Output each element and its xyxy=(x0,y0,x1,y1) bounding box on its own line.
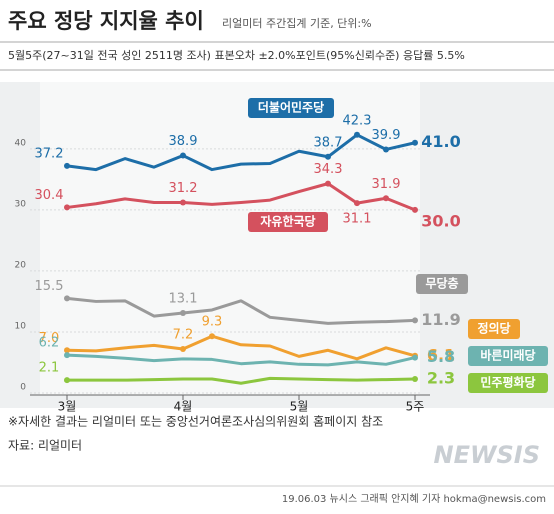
marker xyxy=(412,317,418,324)
y-tick-label: 0 xyxy=(20,383,26,393)
value-label: 13.1 xyxy=(169,292,198,307)
marker xyxy=(64,377,70,384)
y-tick-label: 10 xyxy=(15,321,27,331)
legend-box xyxy=(468,319,520,339)
line xyxy=(66,334,416,361)
y-tick-label: 20 xyxy=(15,260,27,270)
line xyxy=(66,353,416,367)
value-label: 38.9 xyxy=(169,134,198,149)
marker xyxy=(180,199,186,206)
legend-label: 바른미래당 xyxy=(480,348,535,363)
value-label: 31.2 xyxy=(169,181,198,196)
marker xyxy=(412,206,418,213)
description: 5월5주(27~31일 전국 성인 2511명 조사) 표본오차 ±2.0%포인… xyxy=(8,48,465,62)
value-label: 11.9 xyxy=(421,310,460,329)
chart-subtitle: 리얼미터 주간집계 기준, 단위:% xyxy=(222,16,372,30)
marker xyxy=(64,347,70,354)
y-tick-label: 30 xyxy=(15,199,27,209)
marker xyxy=(180,310,186,317)
note: ※자세한 결과는 리얼미터 또는 중앙선거여론조사심의위원회 홈페이지 참조 xyxy=(8,415,383,429)
legend-label: 민주평화당 xyxy=(480,375,535,390)
legend-label: 자유한국당 xyxy=(260,214,315,229)
y-tick-label: 40 xyxy=(15,138,27,148)
legend-box xyxy=(248,212,328,232)
value-label: 6.1 xyxy=(427,345,455,364)
legend-box xyxy=(468,346,548,366)
x-tick-label: 4월 xyxy=(174,400,193,414)
marker xyxy=(383,146,389,153)
marker xyxy=(412,139,418,146)
value-label: 6.2 xyxy=(39,336,60,351)
marker xyxy=(354,200,360,207)
value-label: 2.3 xyxy=(427,368,455,387)
x-tick-label: 3월 xyxy=(58,400,77,414)
value-label: 38.7 xyxy=(314,135,343,150)
marker xyxy=(354,131,360,138)
marker xyxy=(209,333,215,340)
legend-box xyxy=(248,98,334,118)
marker xyxy=(64,352,70,359)
legend-box xyxy=(468,373,548,393)
value-label: 41.0 xyxy=(421,132,460,151)
marker xyxy=(412,354,418,361)
marker xyxy=(64,295,70,302)
value-label: 15.5 xyxy=(35,279,64,294)
legend-box xyxy=(416,274,468,294)
value-label: 31.9 xyxy=(372,177,401,192)
x-tick-label: 5월 xyxy=(290,400,309,414)
value-label: 34.3 xyxy=(314,162,343,177)
plot-area xyxy=(40,82,420,395)
marker xyxy=(180,152,186,159)
source: 자료: 리얼미터 xyxy=(8,439,82,453)
legend-label: 정의당 xyxy=(477,321,510,336)
value-label: 42.3 xyxy=(343,113,372,128)
marker xyxy=(412,375,418,382)
marker xyxy=(64,204,70,211)
marker xyxy=(64,162,70,169)
value-label: 9.3 xyxy=(202,315,223,330)
line xyxy=(67,376,416,385)
value-label: 37.2 xyxy=(35,146,64,161)
marker xyxy=(180,346,186,353)
value-label: 5.8 xyxy=(427,347,455,366)
line xyxy=(66,296,416,325)
logo: NEWSIS xyxy=(434,441,540,469)
legend-label: 더불어민주당 xyxy=(258,100,324,115)
value-label: 7.2 xyxy=(173,328,194,343)
marker xyxy=(383,195,389,202)
marker xyxy=(325,180,331,187)
marker xyxy=(325,153,331,160)
credit: 19.06.03 뉴시스 그래픽 안지혜 기자 hokma@newsis.com xyxy=(282,493,546,505)
chart-title: 주요 정당 지지율 추이 xyxy=(8,9,204,33)
value-label: 30.4 xyxy=(35,188,64,203)
x-tick-label: 5주 xyxy=(406,400,425,414)
value-label: 39.9 xyxy=(372,128,401,143)
value-label: 30.0 xyxy=(421,211,460,230)
value-label: 31.1 xyxy=(343,212,372,227)
value-label: 7.0 xyxy=(39,331,60,346)
value-label: 2.1 xyxy=(39,361,60,376)
legend-label: 무당층 xyxy=(425,276,458,291)
